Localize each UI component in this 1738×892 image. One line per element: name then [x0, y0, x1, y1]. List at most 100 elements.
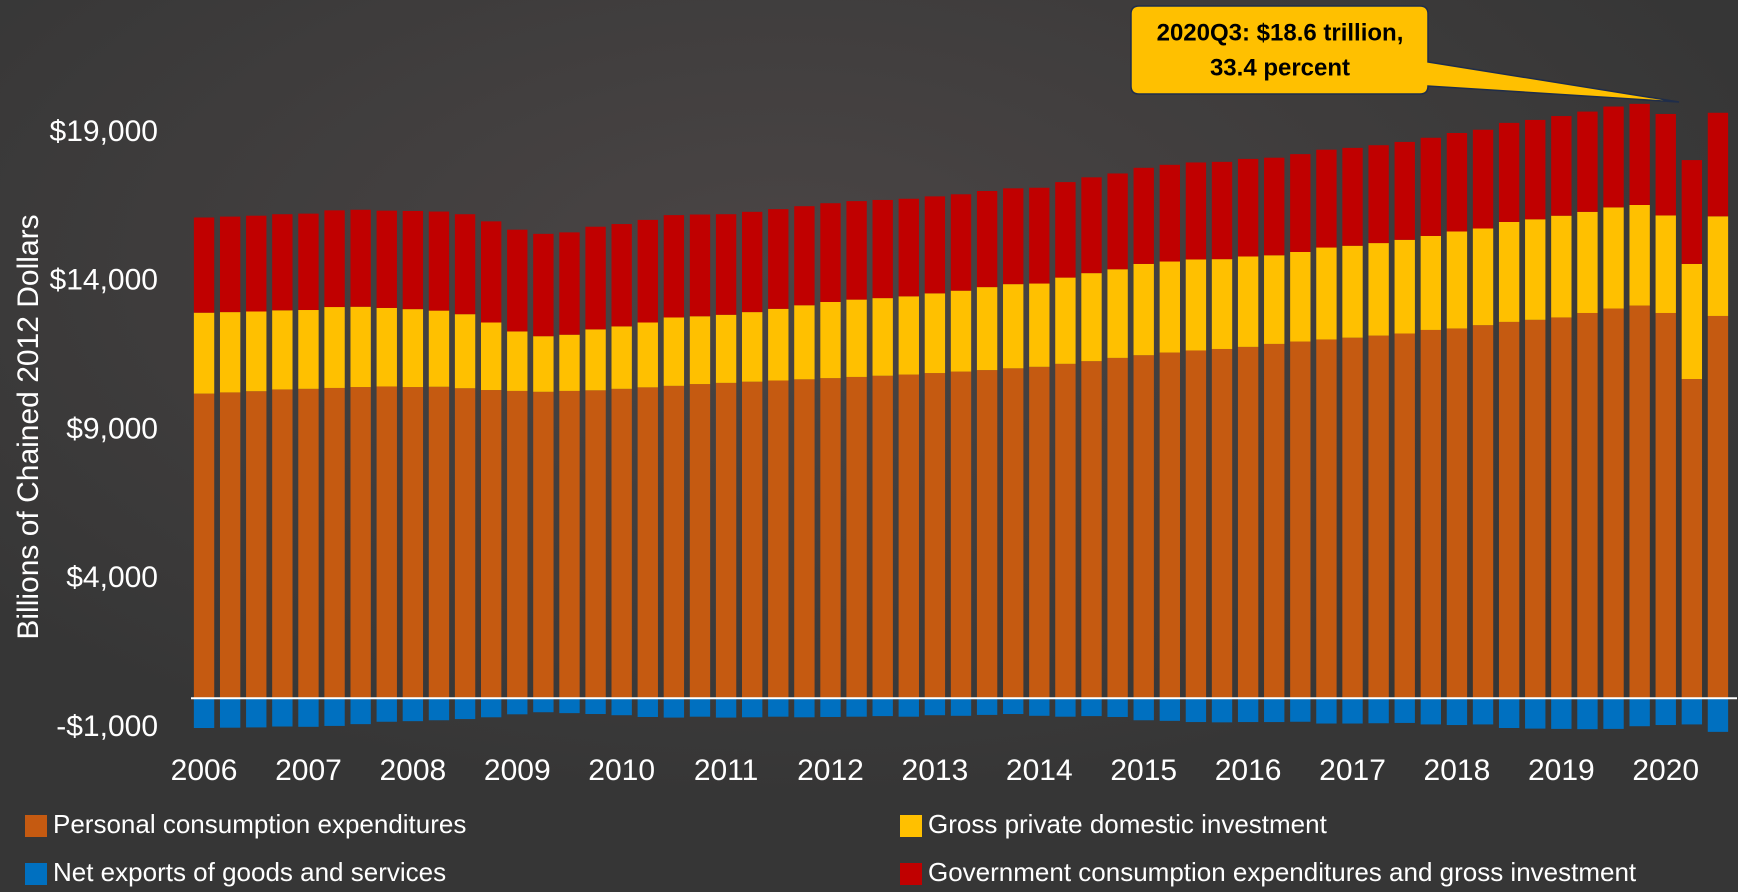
bar-segment — [638, 387, 658, 698]
bar-segment — [1238, 159, 1258, 257]
bar-segment — [1499, 123, 1519, 222]
x-tick-label: 2015 — [1110, 754, 1177, 787]
bar-segment — [324, 698, 344, 726]
bar-segment — [1421, 330, 1441, 698]
bar-segment — [1421, 698, 1441, 724]
bar-segment — [1055, 364, 1075, 698]
bar-segment — [794, 379, 814, 698]
bar-segment — [951, 291, 971, 372]
bar-segment — [1029, 284, 1049, 367]
bar-segment — [1708, 316, 1728, 698]
bar-segment — [716, 315, 736, 383]
legend-swatch — [900, 815, 922, 837]
bar-segment — [272, 214, 292, 310]
bar-segment — [585, 329, 605, 390]
x-tick-label: 2008 — [379, 754, 446, 787]
bar-segment — [1708, 113, 1728, 217]
bar-segment — [873, 200, 893, 298]
bar-segment — [664, 215, 684, 317]
bar-segment — [1656, 698, 1676, 725]
bar-segment — [1238, 347, 1258, 698]
bar-segment — [1368, 698, 1388, 723]
bar-segment — [951, 194, 971, 290]
chart: -$1,000$4,000$9,000$14,000$19,0002006200… — [0, 0, 1738, 892]
bar-segment — [611, 389, 631, 698]
bar-segment — [1447, 133, 1467, 231]
bar-segment — [429, 311, 449, 387]
bar-segment — [1316, 248, 1336, 340]
bar-segment — [925, 293, 945, 373]
bar-segment — [611, 698, 631, 715]
bar-segment — [1081, 698, 1101, 716]
bar-segment — [794, 305, 814, 379]
bar-segment — [1160, 165, 1180, 262]
bar-segment — [403, 698, 423, 721]
bar-segment — [1682, 698, 1702, 724]
x-tick-label: 2014 — [1006, 754, 1073, 787]
bar-segment — [246, 391, 266, 698]
bar-segment — [638, 220, 658, 323]
bar-segment — [350, 210, 370, 307]
bar-segment — [820, 203, 840, 302]
x-tick-label: 2020 — [1632, 754, 1699, 787]
y-axis-label: Billions of Chained 2012 Dollars — [12, 214, 45, 639]
bar-segment — [1629, 205, 1649, 306]
bar-segment — [690, 215, 710, 317]
bar-segment — [403, 309, 423, 387]
bar-segment — [1342, 246, 1362, 338]
bar-segment — [820, 302, 840, 378]
bar-segment — [585, 698, 605, 714]
bar-segment — [1003, 284, 1023, 368]
page: {"chart_data": { "type": "stacked-bar", … — [0, 0, 1738, 892]
x-tick-label: 2010 — [588, 754, 655, 787]
bar-segment — [1081, 361, 1101, 698]
bar-segment — [1212, 259, 1232, 349]
bar-segment — [611, 224, 631, 326]
bar-segment — [1212, 698, 1232, 722]
bar-segment — [1499, 698, 1519, 728]
bar-segment — [1134, 355, 1154, 698]
bar-segment — [1316, 698, 1336, 723]
bar-segment — [690, 384, 710, 698]
bar-segment — [507, 698, 527, 714]
bar-segment — [925, 373, 945, 698]
bar-segment — [1525, 219, 1545, 320]
bar-segment — [899, 296, 919, 374]
bar-segment — [1473, 130, 1493, 229]
bar-segment — [220, 312, 240, 392]
bar-segment — [1603, 309, 1623, 699]
bar-segment — [1682, 264, 1702, 379]
bar-segment — [1160, 698, 1180, 721]
bar-segment — [1316, 150, 1336, 248]
bar-segment — [742, 698, 762, 717]
legend-swatch — [25, 863, 47, 885]
bar-segment — [899, 199, 919, 297]
bar-segment — [690, 316, 710, 384]
bar-segment — [559, 391, 579, 698]
bar-segment — [1342, 148, 1362, 246]
bar-segment — [1134, 264, 1154, 355]
bar-segment — [977, 698, 997, 715]
bar-segment — [481, 323, 501, 391]
bar-segment — [272, 698, 292, 726]
bar-segment — [1290, 342, 1310, 699]
bar-segment — [1186, 698, 1206, 722]
bar-segment — [1134, 698, 1154, 720]
bar-segment — [1134, 168, 1154, 264]
bar-segment — [1656, 215, 1676, 313]
bar-segment — [768, 698, 788, 716]
bar-segment — [298, 698, 318, 727]
bar-segment — [1055, 182, 1075, 277]
callout-text: 2020Q3: $18.6 trillion, — [1157, 19, 1404, 46]
bar-segment — [429, 212, 449, 311]
bar-segment — [1238, 698, 1258, 722]
bar-segment — [324, 307, 344, 388]
bar-segment — [246, 312, 266, 392]
bar-segment — [742, 382, 762, 699]
x-tick-label: 2009 — [484, 754, 551, 787]
bar-segment — [1577, 212, 1597, 313]
bar-segment — [1160, 353, 1180, 699]
bar-segment — [1395, 698, 1415, 723]
y-tick-label: -$1,000 — [56, 710, 158, 743]
bar-segment — [1342, 698, 1362, 723]
